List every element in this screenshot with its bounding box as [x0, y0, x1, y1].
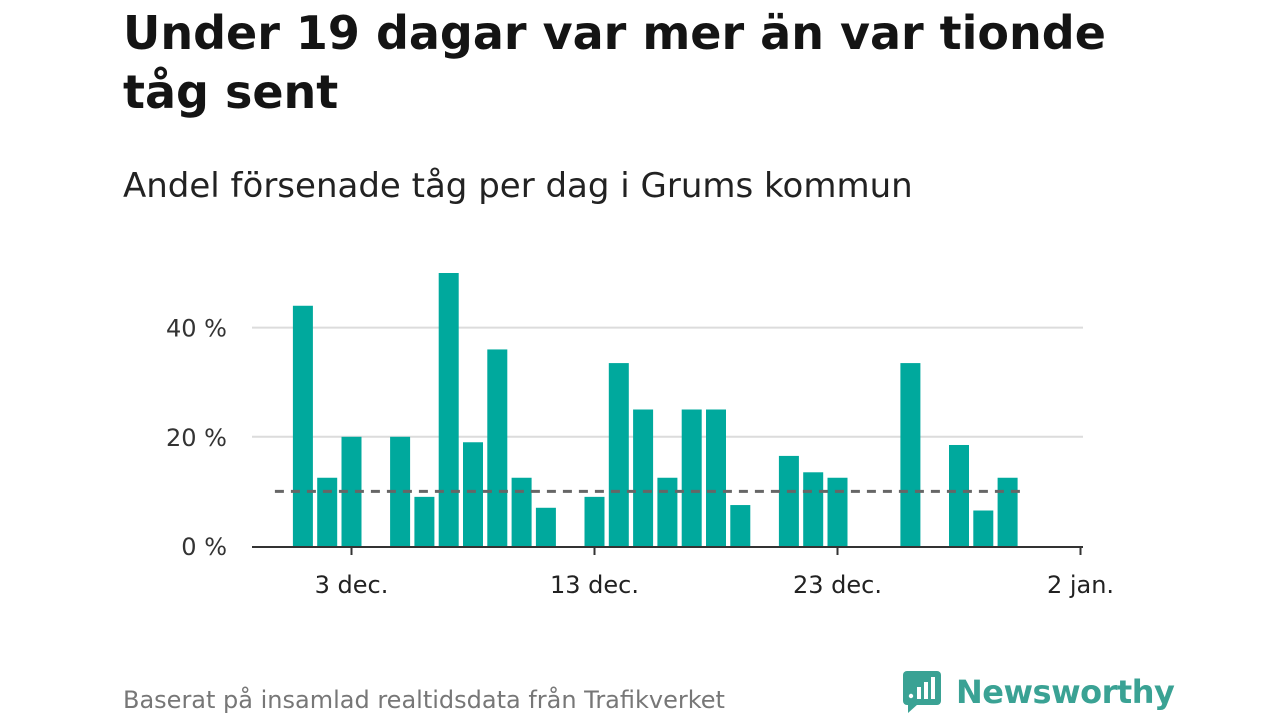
- bar-chart: 0 % 20 % 40 % 3 dec. 13 dec. 23 dec. 2 jan.: [166, 273, 1114, 599]
- bar: [317, 477, 338, 546]
- y-tick-label: 20 %: [166, 424, 227, 452]
- x-tick-label: 3 dec.: [315, 571, 389, 599]
- bar: [438, 273, 459, 546]
- bar: [390, 436, 411, 546]
- bar: [803, 472, 824, 546]
- x-axis: [252, 546, 1083, 555]
- bar: [584, 496, 605, 546]
- x-tick-label: 2 jan.: [1047, 571, 1114, 599]
- y-axis-labels: 0 % 20 % 40 %: [166, 315, 227, 561]
- bar: [681, 409, 702, 546]
- y-tick-label: 0 %: [181, 533, 227, 561]
- bar: [608, 363, 629, 546]
- bar: [778, 455, 799, 546]
- x-axis-labels: 3 dec. 13 dec. 23 dec. 2 jan.: [315, 571, 1114, 599]
- bar: [292, 305, 313, 546]
- bar: [973, 510, 994, 546]
- bar: [487, 349, 508, 546]
- chart-title: Under 19 dagar var mer än var tionde tåg…: [123, 6, 1106, 119]
- x-tick-label: 13 dec.: [550, 571, 639, 599]
- bar: [341, 436, 362, 546]
- gridlines: [252, 326, 1083, 438]
- y-tick-label: 40 %: [166, 315, 227, 343]
- chart-subtitle: Andel försenade tåg per dag i Grums komm…: [123, 166, 913, 206]
- bar: [730, 505, 751, 546]
- bar: [463, 442, 483, 546]
- source-note: Baserat på insamlad realtidsdata från Tr…: [123, 686, 725, 714]
- bar: [657, 477, 678, 546]
- x-tick-label: 23 dec.: [793, 571, 882, 599]
- brand-logo[interactable]: Newsworthy: [902, 670, 1175, 714]
- bars: [292, 273, 1018, 546]
- brand-name: Newsworthy: [956, 673, 1175, 711]
- newsworthy-logo-icon: [903, 671, 941, 713]
- bar: [414, 496, 435, 546]
- bar: [535, 507, 556, 546]
- bar: [511, 477, 532, 546]
- bar: [997, 477, 1018, 546]
- bar: [827, 477, 848, 546]
- bar: [949, 444, 969, 546]
- bar: [706, 409, 726, 546]
- bar: [633, 409, 654, 546]
- bar: [900, 363, 921, 546]
